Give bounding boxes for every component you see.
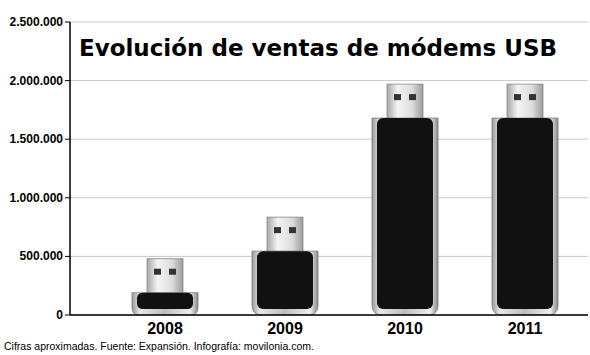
tick-label: 2.500.000: [10, 15, 64, 29]
bar: [372, 118, 438, 315]
bar-body: [377, 118, 433, 309]
connector-hole: [514, 94, 521, 100]
y-axis-line: [69, 22, 71, 315]
category-label: 2009: [267, 320, 303, 337]
chart-container: 0 500.000 1.000.000 1.500.000 2.000.000 2.500…: [0, 0, 590, 355]
tick-label: 1.000.000: [10, 191, 64, 205]
category-label: 2008: [147, 320, 183, 337]
connector: [507, 84, 543, 120]
tick-label: 0: [56, 308, 63, 322]
tick-label: 1.500.000: [10, 132, 64, 146]
usb-modem: [132, 259, 198, 315]
connector: [267, 217, 303, 253]
connector: [147, 259, 183, 295]
bar: [492, 118, 558, 315]
category-label: 2011: [508, 320, 543, 337]
bar-body: [257, 251, 313, 309]
usb-modem: [372, 84, 438, 315]
tick-label: 500.000: [20, 249, 64, 263]
grid-line: [70, 22, 588, 23]
title: Evolución de ventas de módems USB: [79, 35, 557, 61]
chart-svg: 0 500.000 1.000.000 1.500.000 2.000.000 2.500…: [0, 0, 590, 355]
bar: [252, 251, 318, 315]
bar: [132, 293, 198, 315]
connector-hole: [289, 227, 296, 233]
source-note: Cifras aproximadas. Fuente: Expansión. I…: [4, 340, 314, 352]
connector-hole: [154, 269, 161, 275]
category-label: 2010: [387, 320, 423, 337]
connector: [387, 84, 423, 120]
bar-body: [137, 293, 193, 309]
connector-hole: [529, 94, 536, 100]
usb-modem: [492, 84, 558, 315]
connector-hole: [409, 94, 416, 100]
y-axis: 0 500.000 1.000.000 1.500.000 2.000.000 2.500…: [10, 15, 588, 322]
bars: [132, 84, 558, 315]
usb-modem: [252, 217, 318, 315]
grid-line: [70, 315, 588, 316]
connector-hole: [274, 227, 281, 233]
grid-line: [70, 80, 588, 81]
x-axis-line: [70, 314, 588, 316]
connector-hole: [394, 94, 401, 100]
bar-body: [497, 118, 553, 309]
connector-hole: [169, 269, 176, 275]
tick-label: 2.000.000: [10, 74, 64, 88]
